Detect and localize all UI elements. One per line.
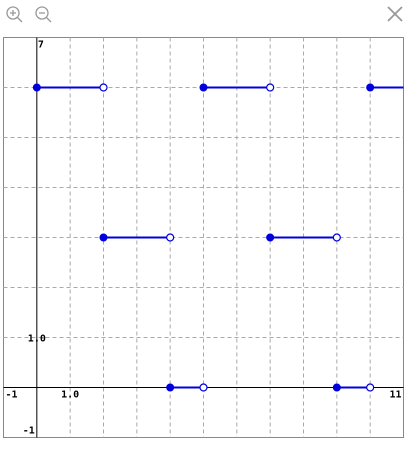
x-tick-label: -1: [6, 390, 18, 401]
close-button[interactable]: [387, 6, 403, 22]
open-endpoint: [166, 233, 175, 242]
closed-endpoint: [266, 233, 275, 242]
closed-endpoint: [32, 83, 41, 92]
open-endpoint: [199, 383, 208, 392]
plot: -1 1.0 11 -1 1.0 7: [3, 37, 404, 438]
x-tick-label: 11: [389, 390, 401, 401]
open-endpoint: [266, 83, 275, 92]
x-tick-label: 1.0: [61, 390, 79, 401]
open-endpoint: [366, 383, 375, 392]
closed-endpoint: [99, 233, 108, 242]
closed-endpoint: [332, 383, 341, 392]
y-tick-label: -1: [23, 426, 35, 437]
closed-endpoint: [366, 83, 375, 92]
closed-endpoint: [166, 383, 175, 392]
closed-endpoint: [199, 83, 208, 92]
open-endpoint: [332, 233, 341, 242]
zoom-out-button[interactable]: [35, 6, 52, 23]
y-tick-label: 7: [38, 40, 44, 51]
y-tick-label: 1.0: [28, 334, 46, 345]
zoom-in-button[interactable]: [6, 6, 23, 23]
open-endpoint: [99, 83, 108, 92]
